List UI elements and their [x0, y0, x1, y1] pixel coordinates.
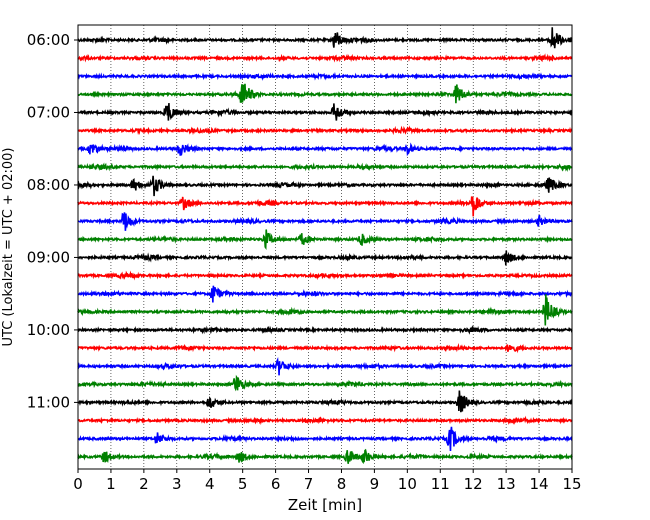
y-tick-label-3: 09:00 — [27, 248, 70, 266]
y-tick-label-0: 06:00 — [27, 31, 70, 49]
x-tick-label-6: 6 — [271, 475, 281, 493]
y-tick-label-2: 08:00 — [27, 176, 70, 194]
trace-1000 — [77, 325, 573, 335]
trace-0845 — [77, 229, 573, 251]
x-tick-label-12: 12 — [464, 475, 483, 493]
y-axis-label: UTC (Lokalzeit = UTC + 02:00) — [1, 148, 16, 347]
y-axis-ticks: 06:00 07:00 08:00 09:00 10:00 11:00 — [27, 31, 78, 411]
x-tick-label-14: 14 — [530, 475, 549, 493]
x-tick-label-7: 7 — [304, 475, 314, 493]
trace-1115 — [77, 415, 573, 426]
x-tick-label-1: 1 — [106, 475, 116, 493]
trace-0830 — [77, 212, 573, 231]
y-tick-label-4: 10:00 — [27, 321, 70, 339]
x-tick-label-2: 2 — [139, 475, 149, 493]
trace-0815 — [77, 196, 573, 217]
y-tick-label-5: 11:00 — [27, 393, 70, 411]
x-tick-label-0: 0 — [73, 475, 83, 493]
x-tick-label-15: 15 — [562, 475, 581, 493]
trace-1145 — [77, 448, 573, 465]
trace-0915 — [77, 270, 573, 281]
trace-0600 — [77, 27, 573, 49]
trace-0945 — [77, 294, 573, 326]
plot-frame — [77, 24, 573, 470]
trace-0615 — [77, 53, 573, 63]
x-tick-label-9: 9 — [370, 475, 380, 493]
x-tick-label-11: 11 — [431, 475, 450, 493]
trace-0800 — [77, 175, 573, 197]
trace-0730 — [77, 142, 573, 157]
x-tick-label-13: 13 — [497, 475, 516, 493]
trace-lines — [77, 27, 573, 465]
trace-1030 — [77, 356, 573, 376]
grid-lines — [110, 25, 540, 469]
trace-0930 — [77, 285, 573, 303]
x-tick-label-5: 5 — [238, 475, 248, 493]
x-axis-label: Zeit [min] — [288, 496, 362, 514]
trace-0715 — [77, 125, 573, 136]
trace-1045 — [77, 374, 573, 392]
trace-1015 — [77, 342, 573, 354]
trace-1130 — [77, 426, 573, 452]
x-tick-label-10: 10 — [398, 475, 417, 493]
x-tick-label-8: 8 — [337, 475, 347, 493]
y-tick-label-1: 07:00 — [27, 103, 70, 121]
trace-0645 — [77, 83, 573, 104]
trace-0900 — [77, 250, 573, 266]
x-tick-label-4: 4 — [205, 475, 215, 493]
trace-0700 — [77, 103, 573, 121]
x-axis-ticks: 0 1 2 3 4 5 6 7 8 9 10 11 12 13 14 15 — [73, 469, 582, 493]
x-tick-label-3: 3 — [172, 475, 182, 493]
trace-0745 — [77, 162, 573, 173]
trace-1100 — [77, 390, 573, 413]
trace-0630 — [77, 71, 573, 81]
